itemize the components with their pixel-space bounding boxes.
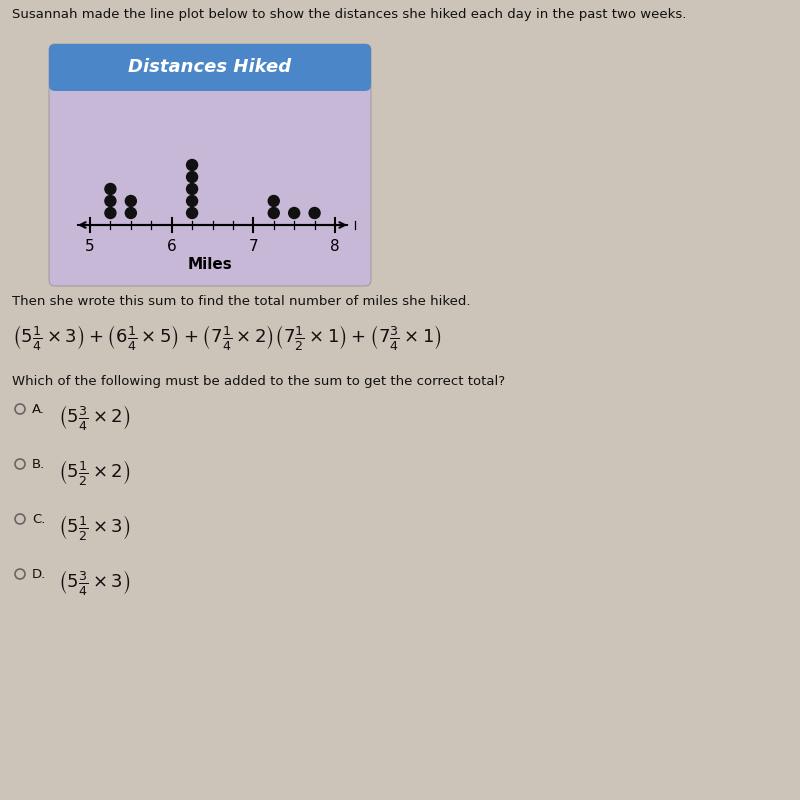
Circle shape	[186, 207, 198, 218]
Text: Susannah made the line plot below to show the distances she hiked each day in th: Susannah made the line plot below to sho…	[12, 8, 686, 21]
Circle shape	[186, 159, 198, 170]
Text: A.: A.	[32, 403, 45, 416]
Text: 8: 8	[330, 239, 340, 254]
Text: Distances Hiked: Distances Hiked	[129, 58, 291, 77]
Text: $\left(5\frac{1}{2} \times 3\right)$: $\left(5\frac{1}{2} \times 3\right)$	[58, 513, 130, 542]
Bar	[55, 67, 365, 85]
Text: 5: 5	[85, 239, 95, 254]
Circle shape	[309, 207, 320, 218]
Circle shape	[268, 207, 279, 218]
FancyBboxPatch shape	[49, 44, 371, 91]
Circle shape	[186, 171, 198, 182]
Circle shape	[105, 195, 116, 206]
Text: B.: B.	[32, 458, 46, 471]
Circle shape	[186, 183, 198, 194]
Text: Miles: Miles	[188, 257, 232, 272]
Text: Which of the following must be added to the sum to get the correct total?: Which of the following must be added to …	[12, 375, 505, 388]
Text: $\left(5\frac{1}{2} \times 2\right)$: $\left(5\frac{1}{2} \times 2\right)$	[58, 458, 130, 487]
Text: 7: 7	[249, 239, 258, 254]
Circle shape	[186, 195, 198, 206]
Circle shape	[105, 207, 116, 218]
Circle shape	[268, 195, 279, 206]
Text: Then she wrote this sum to find the total number of miles she hiked.: Then she wrote this sum to find the tota…	[12, 295, 470, 308]
Text: 6: 6	[166, 239, 177, 254]
FancyBboxPatch shape	[49, 44, 371, 286]
Text: $\left(5\frac{1}{4} \times 3\right) + \left(6\frac{1}{4} \times 5\right) + \left: $\left(5\frac{1}{4} \times 3\right) + \l…	[12, 323, 442, 352]
Text: C.: C.	[32, 513, 46, 526]
Circle shape	[126, 207, 136, 218]
Text: D.: D.	[32, 568, 46, 581]
Circle shape	[105, 183, 116, 194]
Text: $\left(5\frac{3}{4} \times 2\right)$: $\left(5\frac{3}{4} \times 2\right)$	[58, 403, 130, 432]
Circle shape	[126, 195, 136, 206]
Text: $\left(5\frac{3}{4} \times 3\right)$: $\left(5\frac{3}{4} \times 3\right)$	[58, 568, 130, 597]
Circle shape	[289, 207, 300, 218]
